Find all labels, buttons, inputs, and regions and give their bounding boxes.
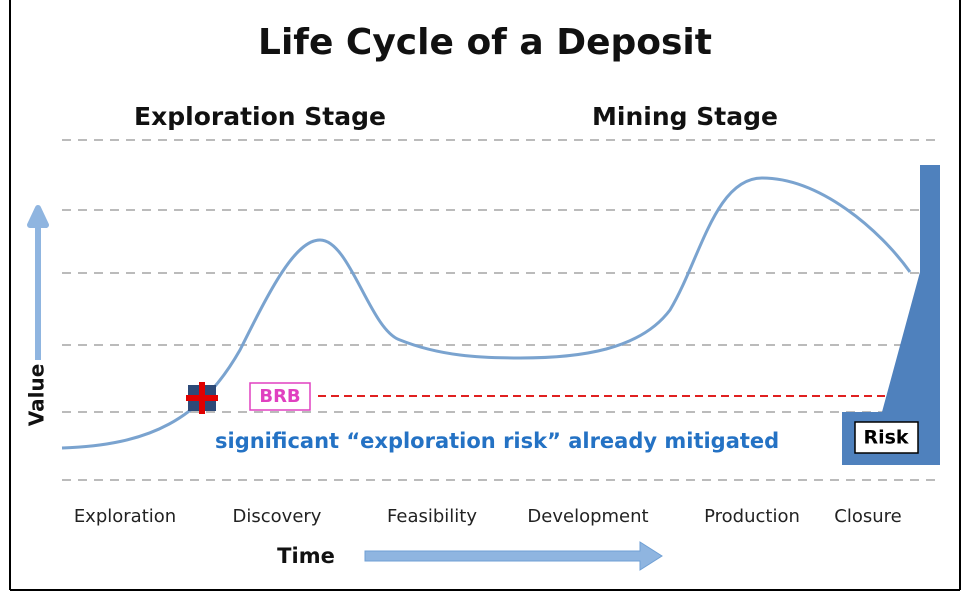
marker-cross [186, 382, 218, 414]
stage-label: Mining Stage [592, 102, 778, 131]
x-axis-label: Time [277, 544, 335, 568]
phase-label: Production [704, 506, 800, 527]
y-axis-label: Value [25, 364, 49, 427]
phase-label: Development [527, 506, 648, 527]
value-curve [61, 176, 912, 450]
guide-lines [62, 139, 935, 481]
risk-label: Risk [863, 427, 908, 449]
phase-label: Feasibility [387, 506, 477, 527]
annotation: significant “exploration risk” already m… [215, 429, 779, 453]
risk-box [854, 421, 919, 454]
phase-label: Exploration [74, 506, 176, 527]
risk-shape [842, 165, 940, 465]
title: Life Cycle of a Deposit [258, 22, 712, 63]
phase-label: Closure [834, 506, 901, 527]
brb-box [249, 382, 311, 411]
stage-label: Exploration Stage [134, 102, 386, 131]
time-arrow [364, 541, 663, 571]
phase-label: Discovery [233, 506, 322, 527]
marker-label: BRB [259, 386, 300, 407]
value-arrow [27, 205, 49, 360]
